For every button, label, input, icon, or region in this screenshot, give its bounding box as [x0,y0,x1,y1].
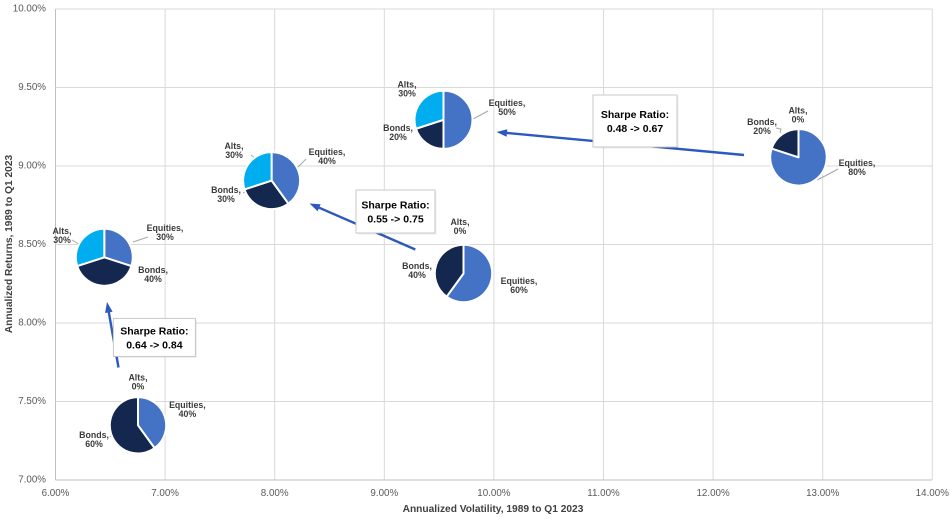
svg-text:30%: 30% [225,150,243,160]
svg-text:0.55 -> 0.75: 0.55 -> 0.75 [367,214,423,226]
svg-text:30%: 30% [53,235,71,245]
svg-text:40%: 40% [144,274,162,284]
svg-text:60%: 60% [510,285,528,295]
svg-text:8.00%: 8.00% [261,488,289,499]
svg-text:Alts,: Alts, [397,79,416,89]
svg-text:20%: 20% [753,126,771,136]
svg-text:20%: 20% [389,132,407,142]
svg-text:Bonds,: Bonds, [747,117,777,127]
svg-text:Sharpe Ratio:: Sharpe Ratio: [361,200,429,212]
svg-text:Bonds,: Bonds, [211,185,241,195]
svg-text:0%: 0% [792,114,805,124]
svg-text:Bonds,: Bonds, [79,430,109,440]
svg-text:80%: 80% [848,167,866,177]
svg-text:0%: 0% [454,226,467,236]
svg-text:Equities,: Equities, [501,276,538,286]
svg-text:Equities,: Equities, [839,158,876,168]
svg-text:30%: 30% [398,88,416,98]
svg-text:Equities,: Equities, [147,223,184,233]
svg-text:Alts,: Alts, [788,105,807,115]
svg-text:40%: 40% [318,156,336,166]
svg-text:50%: 50% [498,107,516,117]
svg-text:Alts,: Alts, [450,217,469,227]
svg-text:40%: 40% [179,409,197,419]
svg-text:0%: 0% [132,381,145,391]
svg-text:Alts,: Alts, [128,372,147,382]
svg-text:8.50%: 8.50% [18,239,46,250]
svg-text:Bonds,: Bonds, [138,265,168,275]
svg-text:Alts,: Alts, [224,141,243,151]
svg-text:10.00%: 10.00% [13,4,47,15]
svg-text:30%: 30% [217,194,235,204]
svg-text:9.00%: 9.00% [370,488,398,499]
svg-text:Alts,: Alts, [52,226,71,236]
svg-text:Sharpe Ratio:: Sharpe Ratio: [120,325,188,337]
svg-text:Equities,: Equities, [489,98,526,108]
svg-text:9.50%: 9.50% [18,82,46,93]
svg-text:40%: 40% [408,270,426,280]
svg-text:60%: 60% [85,439,103,449]
svg-text:Bonds,: Bonds, [402,261,432,271]
svg-text:12.00%: 12.00% [696,488,730,499]
svg-text:Equities,: Equities, [309,147,346,157]
svg-text:10.00%: 10.00% [477,488,511,499]
svg-text:Annualized Volatility, 1989 to: Annualized Volatility, 1989 to Q1 2023 [403,504,584,515]
svg-text:13.00%: 13.00% [806,488,840,499]
svg-text:Bonds,: Bonds, [383,123,413,133]
svg-text:30%: 30% [156,232,174,242]
svg-text:Sharpe Ratio:: Sharpe Ratio: [601,109,669,121]
svg-text:9.00%: 9.00% [18,161,46,172]
svg-text:7.00%: 7.00% [18,475,46,486]
svg-text:6.00%: 6.00% [42,488,70,499]
svg-text:0.48 -> 0.67: 0.48 -> 0.67 [607,123,663,135]
svg-text:7.00%: 7.00% [151,488,179,499]
svg-text:7.50%: 7.50% [18,396,46,407]
svg-text:Annualized Returns, 1989 to Q1: Annualized Returns, 1989 to Q1 2023 [4,154,15,333]
svg-text:8.00%: 8.00% [18,318,46,329]
svg-text:0.64 -> 0.84: 0.64 -> 0.84 [126,339,182,351]
svg-text:Equities,: Equities, [169,400,206,410]
svg-text:14.00%: 14.00% [916,488,950,499]
svg-text:11.00%: 11.00% [587,488,620,499]
